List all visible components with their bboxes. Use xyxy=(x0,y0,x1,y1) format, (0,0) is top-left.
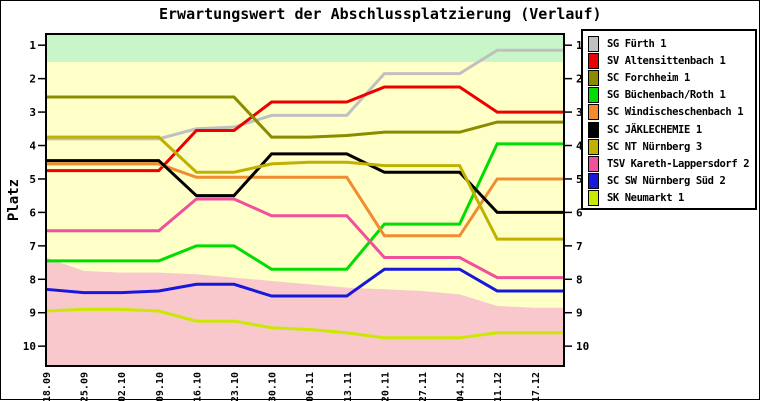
legend-label: SC Forchheim 1 xyxy=(607,71,690,84)
legend-label: SG Fürth 1 xyxy=(607,37,667,50)
legend-label: SC SW Nürnberg Süd 2 xyxy=(607,175,726,188)
x-tick-label-04-12: 04.12 xyxy=(456,372,467,401)
legend-item-sc-windischeschenbach-1: SC Windischeschenbach 1 xyxy=(588,104,755,121)
legend-item-sc-j-klechemie-1: SC JÄKLECHEMIE 1 xyxy=(588,121,755,138)
x-tick-label-06-11: 06.11 xyxy=(305,372,316,401)
y-tick-label-right-8: 8 xyxy=(576,273,583,286)
x-tick-label-13-11: 13.11 xyxy=(343,372,354,401)
x-tick-label-25-09: 25.09 xyxy=(80,372,91,401)
legend-label: SC JÄKLECHEMIE 1 xyxy=(607,123,702,136)
x-tick-label-09-10: 09.10 xyxy=(155,372,166,401)
legend-item-sc-forchheim-1: SC Forchheim 1 xyxy=(588,69,755,86)
y-tick-label-left-4: 4 xyxy=(29,140,36,153)
y-tick-label-right-10: 10 xyxy=(576,340,589,353)
legend-item-tsv-kareth-lappersdorf-2: TSV Kareth-Lappersdorf 2 xyxy=(588,155,755,172)
legend-swatch-sc-j-klechemie-1 xyxy=(588,121,599,138)
legend-swatch-sc-sw-n-rnberg-s-d-2 xyxy=(588,173,599,190)
legend-label: SK Neumarkt 1 xyxy=(607,192,684,205)
legend-swatch-sk-neumarkt-1 xyxy=(588,190,599,207)
y-tick-label-left-9: 9 xyxy=(29,307,36,320)
y-tick-label-right-4: 4 xyxy=(576,140,583,153)
series-line-sg-b-chenbach-roth-1 xyxy=(46,142,564,271)
y-tick-label-left-3: 3 xyxy=(29,106,36,119)
legend-item-sv-altensittenbach-1: SV Altensittenbach 1 xyxy=(588,52,755,69)
y-tick-label-left-8: 8 xyxy=(29,273,36,286)
y-tick-label-left-10: 10 xyxy=(23,340,36,353)
plot-border xyxy=(45,33,565,367)
legend-item-sc-sw-n-rnberg-s-d-2: SC SW Nürnberg Süd 2 xyxy=(588,173,755,190)
series-line-sg-f-rth-1 xyxy=(46,48,564,141)
legend-label: TSV Kareth-Lappersdorf 2 xyxy=(607,157,750,170)
legend-item-sg-b-chenbach-roth-1: SG Büchenbach/Roth 1 xyxy=(588,87,755,104)
legend-swatch-sv-altensittenbach-1 xyxy=(588,52,599,69)
y-tick-label-left-7: 7 xyxy=(29,240,36,253)
y-tick-label-right-7: 7 xyxy=(576,240,583,253)
legend-swatch-sc-nt-n-rnberg-3 xyxy=(588,138,599,155)
x-tick-label-23-10: 23.10 xyxy=(230,372,241,401)
series-line-sc-forchheim-1 xyxy=(46,95,564,139)
x-tick-label-27-11: 27.11 xyxy=(418,372,429,401)
series-line-sc-j-klechemie-1 xyxy=(46,152,564,214)
y-tick-label-right-5: 5 xyxy=(576,173,583,186)
series-line-sc-nt-n-rnberg-3 xyxy=(46,135,564,241)
x-tick-label-20-11: 20.11 xyxy=(380,372,391,401)
chart-title: Erwartungswert der Abschlussplatzierung … xyxy=(159,5,602,23)
legend-label: SC Windischeschenbach 1 xyxy=(607,106,744,119)
x-tick-label-17-12: 17.12 xyxy=(531,372,542,401)
legend-item-sc-nt-n-rnberg-3: SC NT Nürnberg 3 xyxy=(588,138,755,155)
legend-label: SC NT Nürnberg 3 xyxy=(607,140,702,153)
legend-label: SV Altensittenbach 1 xyxy=(607,54,726,67)
y-tick-label-left-2: 2 xyxy=(29,73,36,86)
y-tick-label-right-3: 3 xyxy=(576,106,583,119)
legend-label: SG Büchenbach/Roth 1 xyxy=(607,89,726,102)
series-line-sv-altensittenbach-1 xyxy=(46,85,564,173)
x-tick-label-18-09: 18.09 xyxy=(42,372,53,401)
legend: SG Fürth 1 SV Altensittenbach 1 SC Forchhe… xyxy=(581,29,757,210)
y-tick-label-right-1: 1 xyxy=(576,39,583,52)
band-promotion xyxy=(46,34,564,62)
series-line-sc-sw-n-rnberg-s-d-2 xyxy=(45,267,564,298)
legend-item-sg-f-rth-1: SG Fürth 1 xyxy=(588,35,755,52)
legend-swatch-sg-b-chenbach-roth-1 xyxy=(588,87,599,104)
y-tick-label-right-6: 6 xyxy=(576,206,583,219)
series-line-tsv-kareth-lappersdorf-2 xyxy=(46,197,564,280)
x-tick-label-02-10: 02.10 xyxy=(117,372,128,401)
legend-swatch-tsv-kareth-lappersdorf-2 xyxy=(588,155,599,172)
y-tick-label-right-9: 9 xyxy=(576,307,583,320)
x-tick-label-30-10: 30.10 xyxy=(268,372,279,401)
legend-item-sk-neumarkt-1: SK Neumarkt 1 xyxy=(588,190,755,207)
legend-swatch-sc-forchheim-1 xyxy=(588,69,599,86)
y-tick-label-left-5: 5 xyxy=(29,173,36,186)
legend-swatch-sc-windischeschenbach-1 xyxy=(588,104,599,121)
x-tick-label-16-10: 16.10 xyxy=(192,372,203,401)
y-tick-label-left-1: 1 xyxy=(29,39,36,52)
y-tick-label-left-6: 6 xyxy=(29,206,36,219)
x-tick-label-11-12: 11.12 xyxy=(493,372,504,401)
y-tick-label-right-2: 2 xyxy=(576,73,583,86)
series-line-sk-neumarkt-1 xyxy=(45,307,564,340)
legend-swatch-sg-f-rth-1 xyxy=(588,35,599,52)
